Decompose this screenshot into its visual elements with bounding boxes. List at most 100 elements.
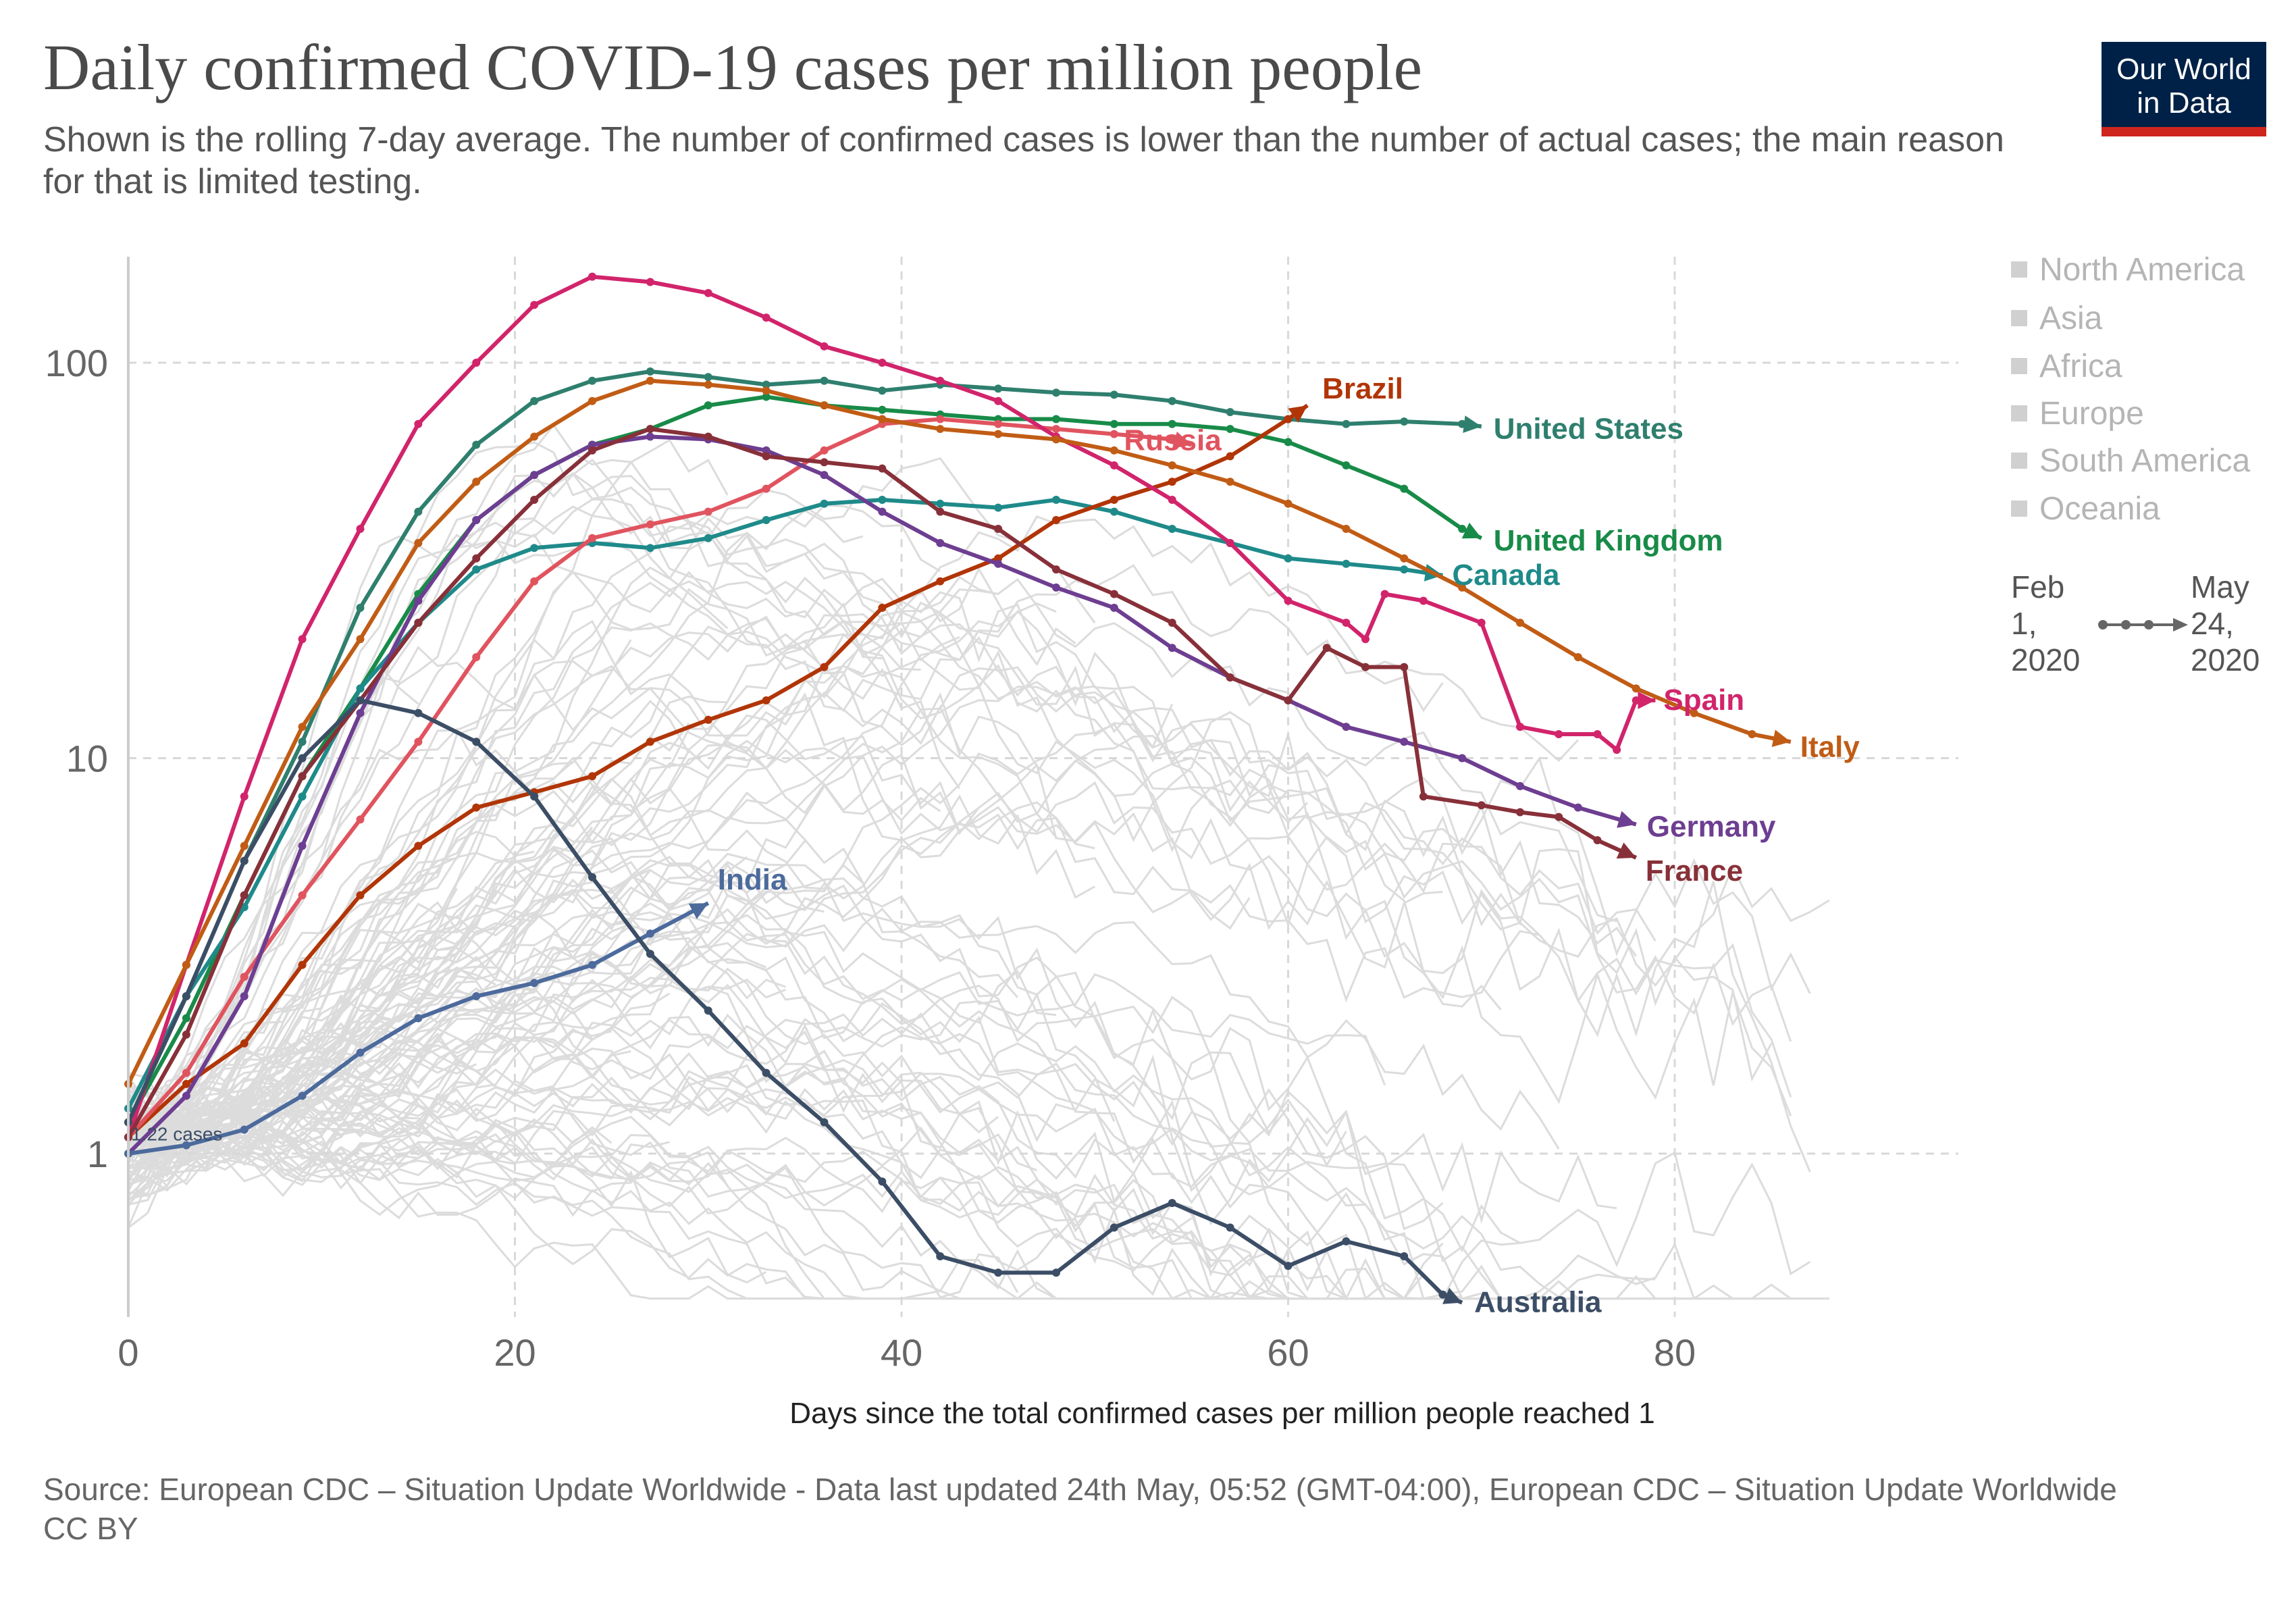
data-point[interactable]: [356, 696, 365, 704]
data-point[interactable]: [704, 432, 712, 441]
data-point[interactable]: [936, 376, 945, 385]
data-point[interactable]: [414, 1014, 423, 1023]
series-label-united-kingdom[interactable]: United Kingdom: [1494, 524, 1723, 557]
data-point[interactable]: [1400, 663, 1409, 671]
data-point[interactable]: [704, 507, 712, 516]
data-point[interactable]: [1593, 729, 1602, 738]
data-point[interactable]: [762, 313, 771, 322]
data-point[interactable]: [936, 538, 945, 547]
data-point[interactable]: [994, 559, 1003, 568]
data-point[interactable]: [820, 342, 829, 351]
data-point[interactable]: [878, 405, 887, 414]
data-point[interactable]: [820, 499, 829, 508]
data-point[interactable]: [1168, 461, 1176, 470]
data-point[interactable]: [240, 992, 249, 1001]
data-point[interactable]: [704, 534, 712, 542]
data-point[interactable]: [878, 359, 887, 367]
series-label-india[interactable]: India: [718, 863, 787, 896]
legend-item-asia[interactable]: Asia: [2011, 300, 2102, 337]
data-point[interactable]: [1110, 590, 1118, 598]
data-point[interactable]: [240, 973, 249, 981]
data-point[interactable]: [762, 392, 771, 401]
data-point[interactable]: [820, 401, 829, 410]
data-point[interactable]: [182, 1030, 190, 1039]
data-point[interactable]: [820, 1118, 829, 1127]
data-point[interactable]: [704, 288, 712, 297]
data-point[interactable]: [1342, 619, 1351, 627]
data-point[interactable]: [1361, 635, 1369, 644]
data-point[interactable]: [1110, 419, 1118, 428]
data-point[interactable]: [936, 577, 945, 586]
series-label-canada[interactable]: Canada: [1453, 559, 1560, 592]
data-point[interactable]: [1690, 709, 1698, 717]
timeline-start-handle[interactable]: [2098, 620, 2108, 629]
data-point[interactable]: [1284, 438, 1293, 446]
data-point[interactable]: [414, 709, 423, 717]
data-point[interactable]: [1168, 419, 1176, 428]
series-india[interactable]: [124, 901, 710, 1158]
data-point[interactable]: [182, 992, 190, 1001]
timeline-end-handle[interactable]: [2173, 618, 2188, 632]
data-point[interactable]: [762, 452, 771, 461]
data-point[interactable]: [298, 738, 307, 746]
data-point[interactable]: [240, 1125, 249, 1134]
data-point[interactable]: [240, 891, 249, 900]
legend-item-oceania[interactable]: Oceania: [2011, 490, 2160, 528]
data-point[interactable]: [994, 430, 1003, 438]
data-point[interactable]: [1632, 684, 1640, 693]
data-point[interactable]: [588, 772, 596, 781]
data-point[interactable]: [530, 792, 539, 801]
data-point[interactable]: [414, 738, 423, 746]
data-point[interactable]: [298, 792, 307, 801]
data-point[interactable]: [1284, 499, 1293, 508]
data-point[interactable]: [472, 738, 481, 746]
data-point[interactable]: [820, 376, 829, 385]
data-point[interactable]: [1555, 813, 1563, 821]
data-point[interactable]: [1400, 565, 1409, 574]
series-label-germany[interactable]: Germany: [1647, 810, 1776, 844]
data-point[interactable]: [1458, 754, 1467, 763]
data-point[interactable]: [1284, 415, 1293, 423]
data-point[interactable]: [1226, 673, 1234, 681]
data-point[interactable]: [298, 891, 307, 900]
data-point[interactable]: [240, 1039, 249, 1048]
data-point[interactable]: [994, 384, 1003, 393]
data-point[interactable]: [356, 603, 365, 612]
data-point[interactable]: [1419, 792, 1428, 801]
data-point[interactable]: [356, 635, 365, 644]
data-point[interactable]: [240, 856, 249, 865]
data-point[interactable]: [1380, 590, 1389, 598]
data-point[interactable]: [762, 1069, 771, 1077]
data-point[interactable]: [1168, 1199, 1176, 1208]
data-point[interactable]: [530, 301, 539, 309]
data-point[interactable]: [1400, 484, 1409, 493]
data-point[interactable]: [588, 272, 596, 281]
data-point[interactable]: [646, 432, 654, 441]
data-point[interactable]: [820, 663, 829, 671]
data-point[interactable]: [1284, 1262, 1293, 1270]
data-point[interactable]: [298, 842, 307, 850]
data-point[interactable]: [1342, 525, 1351, 534]
data-point[interactable]: [646, 376, 654, 385]
data-point[interactable]: [298, 723, 307, 731]
series-line[interactable]: [126, 417, 1193, 1139]
data-point[interactable]: [1052, 583, 1060, 592]
data-point[interactable]: [1516, 808, 1524, 817]
data-point[interactable]: [994, 525, 1003, 534]
data-point[interactable]: [762, 515, 771, 524]
timeline-slider[interactable]: [2093, 611, 2195, 638]
data-point[interactable]: [1477, 801, 1486, 810]
data-point[interactable]: [472, 653, 481, 662]
data-point[interactable]: [182, 1069, 190, 1077]
data-point[interactable]: [1110, 496, 1118, 505]
data-point[interactable]: [878, 496, 887, 505]
series-label-australia[interactable]: Australia: [1474, 1286, 1602, 1319]
data-point[interactable]: [530, 496, 539, 505]
series-australia[interactable]: [124, 696, 1463, 1305]
series-label-france[interactable]: France: [1646, 854, 1743, 887]
data-point[interactable]: [646, 278, 654, 286]
owid-logo[interactable]: Our World in Data: [2102, 42, 2266, 136]
data-point[interactable]: [182, 960, 190, 969]
data-point[interactable]: [820, 471, 829, 480]
data-point[interactable]: [1322, 644, 1331, 652]
